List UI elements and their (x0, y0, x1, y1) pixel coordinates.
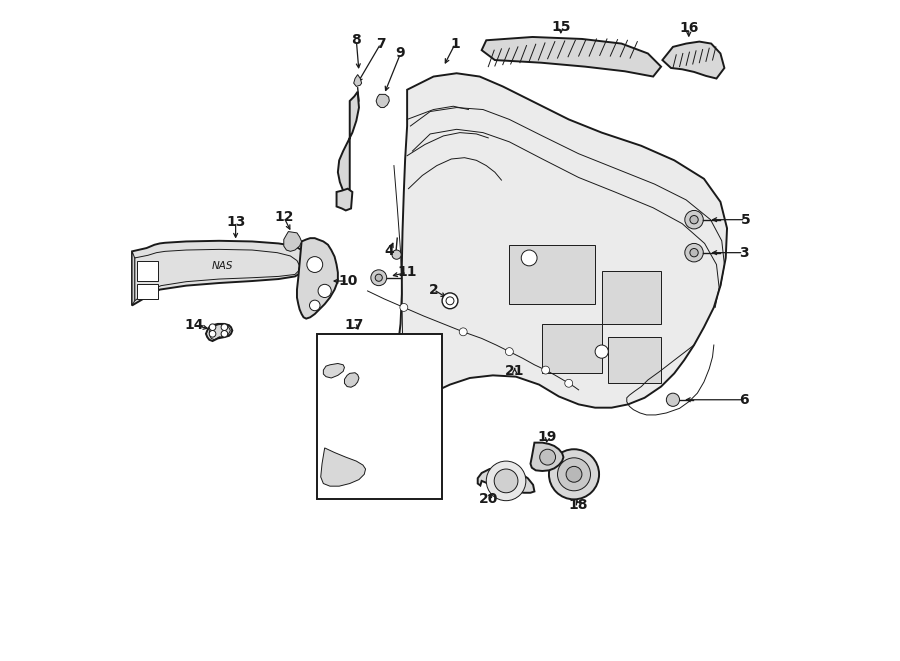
Bar (317, 334, 442, 498)
Circle shape (666, 393, 680, 407)
Circle shape (392, 250, 401, 259)
Text: 2: 2 (428, 283, 438, 297)
Polygon shape (323, 364, 345, 378)
Text: 21: 21 (505, 364, 525, 378)
Bar (608, 337, 662, 383)
Polygon shape (132, 241, 306, 305)
Text: 13: 13 (226, 215, 246, 229)
Text: 5: 5 (741, 213, 751, 227)
Text: 6: 6 (739, 393, 748, 407)
Polygon shape (297, 238, 338, 319)
Polygon shape (482, 37, 662, 77)
Polygon shape (478, 468, 535, 492)
Text: 18: 18 (569, 498, 589, 512)
Circle shape (375, 274, 382, 282)
Circle shape (494, 469, 518, 492)
Text: 17: 17 (345, 318, 364, 332)
Circle shape (565, 379, 572, 387)
Text: 1: 1 (450, 36, 460, 51)
Polygon shape (320, 448, 365, 486)
Text: 20: 20 (479, 492, 498, 506)
Bar (137, 284, 157, 299)
Bar (509, 245, 595, 304)
Text: 8: 8 (352, 33, 361, 48)
Circle shape (371, 270, 387, 286)
Circle shape (506, 348, 513, 356)
Polygon shape (345, 373, 359, 387)
Text: 14: 14 (184, 318, 203, 332)
Bar (543, 324, 602, 373)
Text: 9: 9 (396, 46, 405, 60)
Circle shape (690, 249, 698, 257)
Polygon shape (354, 75, 362, 87)
Circle shape (486, 461, 526, 500)
Text: 7: 7 (376, 36, 385, 51)
Circle shape (557, 458, 590, 490)
Text: 15: 15 (551, 20, 571, 34)
Circle shape (400, 303, 408, 311)
Circle shape (595, 345, 608, 358)
Text: 11: 11 (398, 266, 417, 280)
Polygon shape (338, 92, 359, 206)
Circle shape (685, 243, 703, 262)
Polygon shape (392, 73, 727, 420)
Polygon shape (337, 188, 353, 210)
Text: 16: 16 (680, 21, 698, 36)
Circle shape (549, 449, 599, 499)
Polygon shape (284, 231, 302, 251)
Circle shape (307, 256, 323, 272)
Polygon shape (206, 324, 232, 341)
Circle shape (542, 366, 550, 374)
Circle shape (521, 250, 537, 266)
Circle shape (209, 330, 216, 337)
Circle shape (446, 297, 454, 305)
Text: 19: 19 (538, 430, 557, 444)
Text: 3: 3 (739, 246, 748, 260)
Circle shape (318, 284, 331, 297)
Circle shape (690, 215, 698, 224)
Polygon shape (376, 95, 390, 108)
Text: NAS: NAS (212, 261, 233, 271)
Circle shape (310, 300, 320, 311)
Circle shape (221, 324, 228, 330)
Text: 10: 10 (338, 274, 357, 288)
Circle shape (540, 449, 555, 465)
Polygon shape (530, 443, 563, 471)
Polygon shape (132, 251, 135, 305)
Text: 4: 4 (384, 245, 394, 258)
Polygon shape (662, 42, 724, 79)
Circle shape (209, 324, 216, 330)
Circle shape (566, 467, 582, 483)
Circle shape (459, 328, 467, 336)
Circle shape (221, 330, 228, 337)
Bar (602, 271, 662, 324)
Circle shape (685, 210, 703, 229)
Bar (137, 261, 157, 281)
Text: 12: 12 (274, 210, 293, 224)
Circle shape (442, 293, 458, 309)
